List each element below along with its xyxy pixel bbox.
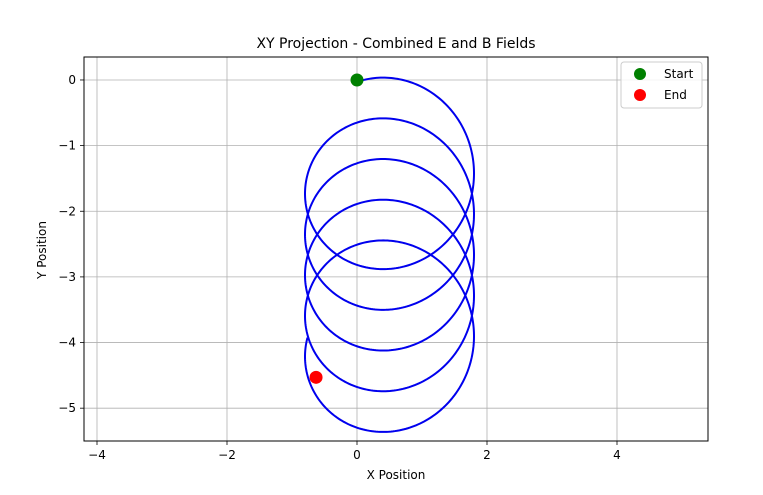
y-tick-label: −4 xyxy=(58,336,76,350)
x-axis-ticks: −4 −2 0 2 4 xyxy=(88,441,621,462)
y-tick-label: −2 xyxy=(58,204,76,218)
end-point xyxy=(309,370,323,384)
x-tick-label: 2 xyxy=(483,448,491,462)
chart-title: XY Projection - Combined E and B Fields xyxy=(256,36,535,52)
y-tick-label: −3 xyxy=(58,270,76,284)
trajectory-layer xyxy=(303,76,476,433)
plot-frame xyxy=(83,56,709,442)
y-axis-label: Y Position xyxy=(35,221,49,280)
legend-start-marker xyxy=(634,68,646,80)
start-point xyxy=(350,73,364,87)
x-tick-label: −2 xyxy=(218,448,236,462)
x-tick-label: 0 xyxy=(353,448,361,462)
trajectory-line xyxy=(303,76,476,433)
y-tick-label: 0 xyxy=(68,73,76,87)
marker-layer xyxy=(309,73,364,384)
legend-start-label: Start xyxy=(664,67,694,81)
y-tick-label: −1 xyxy=(58,139,76,153)
grid xyxy=(84,57,708,441)
x-tick-label: 4 xyxy=(613,448,621,462)
y-tick-label: −5 xyxy=(58,401,76,415)
x-tick-label: −4 xyxy=(88,448,106,462)
legend-end-marker xyxy=(634,89,646,101)
legend-end-label: End xyxy=(664,88,687,102)
y-axis-ticks: 0 −1 −2 −3 −4 −5 xyxy=(58,73,84,415)
legend: Start End xyxy=(620,61,703,109)
x-axis-label: X Position xyxy=(367,468,426,482)
